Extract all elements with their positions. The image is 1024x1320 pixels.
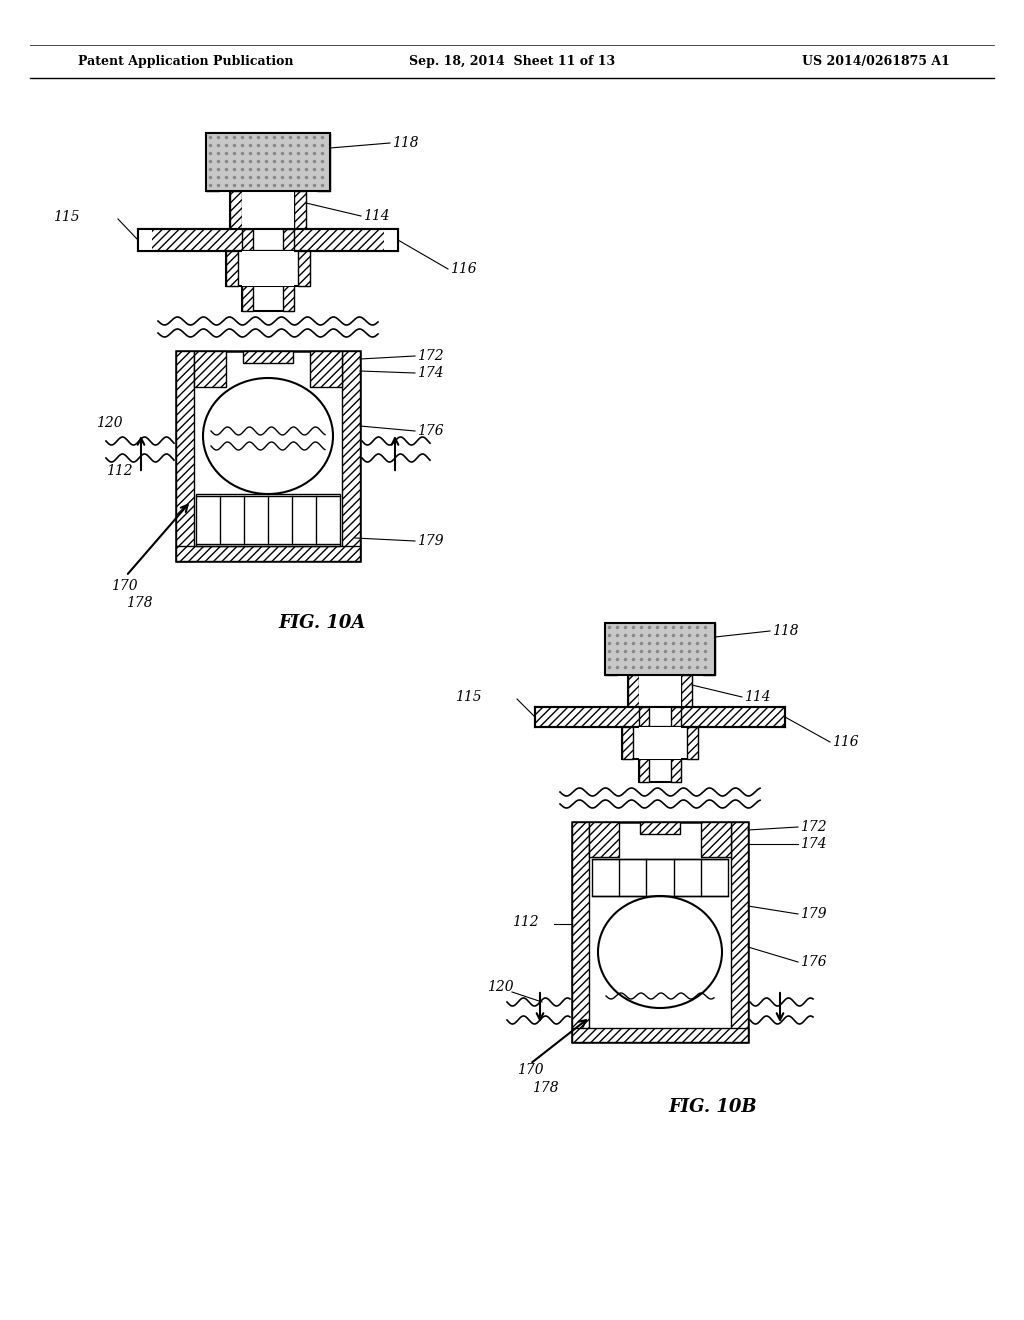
Text: 172: 172 [800,820,826,834]
Bar [701,822,731,857]
Bar [283,251,294,312]
Bar [605,623,617,675]
Text: 176: 176 [417,424,443,438]
Text: 120: 120 [487,979,514,994]
Bar [572,1028,748,1041]
Bar [226,251,238,286]
Bar [535,708,785,727]
Text: 172: 172 [417,348,443,363]
Bar [242,191,253,228]
Bar [310,351,342,387]
Bar [384,228,398,251]
Bar [628,675,692,708]
Bar [572,822,748,1041]
Bar [242,191,294,228]
Bar [242,251,253,312]
Text: US 2014/0261875 A1: US 2014/0261875 A1 [802,55,950,69]
Bar [605,623,715,675]
Text: 179: 179 [800,907,826,921]
Text: 114: 114 [744,690,771,704]
Bar [242,191,294,228]
Bar [317,133,330,191]
Bar [342,351,360,561]
Bar [622,727,698,759]
Bar [242,251,294,286]
Bar [138,228,398,251]
Bar [639,727,681,759]
Bar [671,727,681,781]
Text: Patent Application Publication: Patent Application Publication [78,55,294,69]
Bar [230,191,306,228]
Bar [640,822,680,834]
Bar [176,351,194,561]
Bar [639,708,681,727]
Bar [639,675,681,708]
Bar [639,727,681,781]
Bar [628,675,639,708]
Text: FIG. 10B: FIG. 10B [668,1098,757,1115]
Text: 170: 170 [111,579,137,593]
Bar [206,133,219,191]
Bar [242,251,294,312]
Text: 112: 112 [106,465,133,478]
Bar [194,351,226,387]
Text: 115: 115 [455,690,481,704]
Text: 120: 120 [96,416,123,430]
Text: 176: 176 [800,954,826,969]
Text: FIG. 10A: FIG. 10A [278,614,366,632]
Bar [639,675,649,708]
Text: 118: 118 [772,624,799,638]
Bar [639,675,681,708]
Bar [639,708,649,727]
Bar [671,675,681,708]
Text: 112: 112 [512,915,539,929]
Bar [592,859,728,896]
Bar [671,708,681,727]
Bar [196,494,340,546]
Bar [703,623,715,675]
Ellipse shape [203,378,333,494]
Text: 114: 114 [362,209,389,223]
Text: 116: 116 [450,261,476,276]
Bar [283,191,294,228]
Bar [283,228,294,251]
Bar [294,191,306,228]
Ellipse shape [598,896,722,1008]
Text: Sep. 18, 2014  Sheet 11 of 13: Sep. 18, 2014 Sheet 11 of 13 [409,55,615,69]
Bar [138,228,152,251]
Text: 115: 115 [53,210,80,224]
Bar [243,351,293,363]
Bar [731,822,748,1041]
Text: 178: 178 [532,1081,559,1096]
Text: 116: 116 [831,735,859,748]
Text: 178: 178 [126,597,153,610]
Bar [230,191,242,228]
Text: 179: 179 [417,535,443,548]
Bar [681,675,692,708]
Bar [298,251,310,286]
Bar [572,822,589,1041]
Bar [226,251,310,286]
Bar [242,228,253,251]
Bar [622,727,633,759]
Text: 174: 174 [417,366,443,380]
Text: 174: 174 [800,837,826,851]
Bar [206,133,330,191]
Bar [176,351,360,561]
Text: 170: 170 [517,1063,544,1077]
Bar [687,727,698,759]
Bar [589,822,618,857]
Text: 118: 118 [392,136,419,150]
Bar [639,727,649,781]
Bar [176,546,360,561]
Bar [242,228,294,251]
